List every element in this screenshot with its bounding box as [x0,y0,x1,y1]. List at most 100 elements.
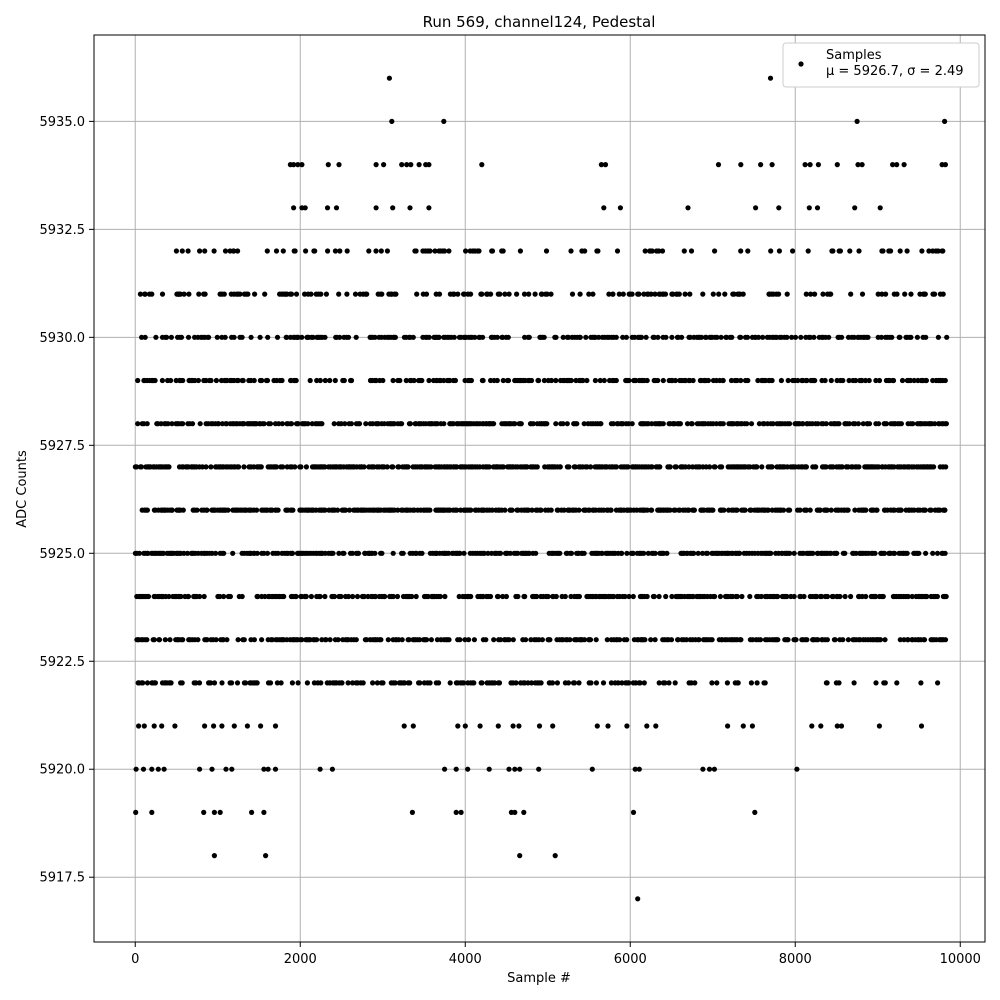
data-point [451,291,457,297]
data-point [303,248,309,254]
data-point [299,334,305,340]
data-point [370,680,376,686]
data-point [441,377,447,384]
data-point [636,766,642,772]
data-point [876,421,882,427]
data-point [899,377,906,384]
data-point [687,334,693,340]
data-point [409,809,415,816]
data-point [288,421,295,427]
data-point [557,550,563,556]
data-point [807,334,813,340]
data-point [465,766,471,772]
data-point [712,248,718,254]
y-tick-label: 5922.5 [40,655,86,670]
data-point [755,377,761,384]
data-point [299,637,305,643]
data-point [645,550,651,556]
data-point [572,464,578,470]
data-point [668,637,675,643]
data-point [721,507,727,513]
data-point [738,377,744,384]
data-point [630,593,636,600]
data-point [740,291,746,297]
data-point [468,291,474,297]
data-point [644,723,650,729]
data-point [240,377,246,384]
data-point [662,680,668,686]
data-point [536,723,543,729]
data-point [525,507,532,513]
data-point [251,377,257,384]
data-point [740,723,746,729]
data-point [602,162,609,168]
data-point [451,334,457,340]
data-point [223,766,229,772]
data-point [457,637,463,643]
data-point [248,334,254,340]
data-point [317,377,323,384]
data-point [641,550,647,556]
data-point [500,464,506,470]
x-axis: 0 2000 4000 6000 8000 10000 [131,942,981,967]
data-point [898,421,905,427]
data-point [838,723,845,729]
data-point [261,550,267,556]
data-point [495,593,501,600]
data-point [641,680,647,686]
data-point [729,334,735,340]
data-point [910,421,916,427]
data-point [254,507,260,513]
data-point [159,291,166,297]
data-point [659,248,666,254]
data-point [500,593,506,600]
data-point [803,464,810,470]
data-point [590,291,596,297]
data-point [332,248,338,254]
data-point [348,421,354,427]
data-point [426,377,432,384]
data-point [877,637,884,643]
data-point [935,248,941,254]
data-point [717,593,724,600]
data-point [794,766,800,772]
data-point [389,118,395,124]
data-point [252,291,258,297]
data-point [261,421,267,427]
data-point [716,291,722,297]
x-tick-label: 0 [131,952,139,967]
data-point [142,291,148,297]
data-point [539,291,545,297]
data-point [720,421,726,427]
data-point [770,421,776,427]
data-point [343,507,349,513]
data-point [515,593,521,600]
data-point [916,550,922,556]
data-point [853,550,859,556]
data-point [167,637,173,643]
data-point [581,421,587,427]
data-point [583,334,589,340]
data-point [601,377,607,384]
data-point [378,248,384,254]
data-point [769,377,775,384]
data-point [699,550,706,556]
data-point [399,637,405,643]
data-point [229,680,235,686]
data-point [374,680,380,686]
data-point [264,550,271,556]
data-point [598,421,604,427]
data-point [155,766,161,772]
data-point [593,637,599,643]
data-point [620,334,626,340]
data-point [472,334,478,340]
data-point [818,723,824,729]
data-point [308,593,314,600]
data-point [866,377,872,384]
data-point [532,291,538,297]
data-point [221,593,227,600]
data-point [617,205,624,211]
data-point [853,377,859,384]
data-point [498,637,504,643]
data-point [649,464,655,470]
